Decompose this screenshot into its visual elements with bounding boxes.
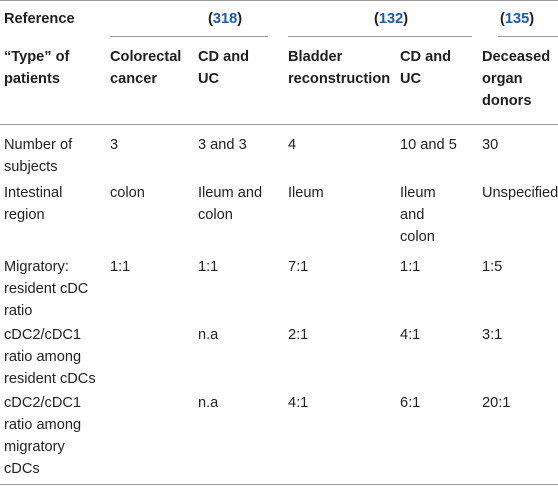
reference-label: Reference [4,11,75,27]
reference-135-link[interactable]: 135 [504,11,530,27]
cell: 2:1 [288,327,309,343]
type-colorectal-cancer: Colorectal cancer [110,49,182,87]
group-rule-135 [498,36,558,37]
group-rule-132 [288,36,472,37]
reference-318-link[interactable]: 318 [212,11,238,27]
cell: 7:1 [288,259,309,275]
cell: colon [110,185,145,201]
type-label: “Type” of patients [4,49,70,87]
row-label-number-of-subjects: Number of subjects [4,137,73,175]
cell: 1:5 [482,259,503,275]
cell: 10 and 5 [400,137,457,153]
cell: Ileum and colon [400,185,436,245]
reference-132-link[interactable]: 132 [378,11,404,27]
cell: 4:1 [288,395,309,411]
cell: 3 [110,137,119,153]
table-top-rule [0,0,558,1]
cell: 1:1 [110,259,131,275]
cell: n.a [198,395,219,411]
row-label-intestinal-region: Intestinal region [4,185,63,223]
cell: 6:1 [400,395,421,411]
group-rule-318 [110,36,268,37]
cell: 4 [288,137,297,153]
cell: Ileum [288,185,324,201]
cell: 1:1 [198,259,219,275]
cell: 30 [482,137,499,153]
header-bottom-rule [0,124,558,125]
table-bottom-rule [0,484,558,485]
cell: Ileum and colon [198,185,263,223]
cell: 20:1 [482,395,511,411]
reference-132[interactable]: (132) [374,11,409,27]
type-bladder-reconstruction: Bladder reconstruction [288,49,391,87]
cell: 3:1 [482,327,503,343]
cell: 1:1 [400,259,421,275]
row-label-ratio-migratory: cDC2/cDC1 ratio among migratory cDCs [4,395,82,477]
cell: n.a [198,327,219,343]
cell: Unspecified [482,185,558,201]
reference-318[interactable]: (318) [208,11,243,27]
row-label-ratio-resident: cDC2/cDC1 ratio among resident cDCs [4,327,96,387]
type-deceased-organ-donors: Deceased organ donors [482,49,551,109]
cell: 4:1 [400,327,421,343]
cell: 3 and 3 [198,137,247,153]
type-cd-uc-132: CD and UC [400,49,452,87]
type-cd-uc-318: CD and UC [198,49,250,87]
row-label-migratory-resident-ratio: Migratory: resident cDC ratio [4,259,89,319]
reference-135[interactable]: (135) [500,11,535,27]
